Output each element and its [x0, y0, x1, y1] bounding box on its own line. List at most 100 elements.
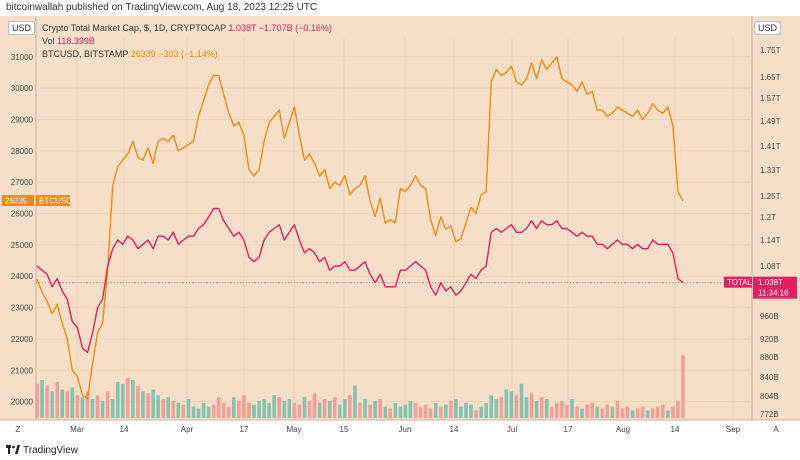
- legend-vol-name: Vol: [42, 36, 55, 46]
- btc-price-tag: 26339 BTCUSD: [2, 194, 72, 206]
- legend-total-row[interactable]: Crypto Total Market Cap, $, 1D, CRYPTOCA…: [42, 22, 332, 35]
- time-tick-label: Sep: [726, 425, 741, 434]
- volume-bar: [272, 395, 277, 418]
- volume-bar: [368, 404, 372, 418]
- volume-bar: [282, 400, 287, 418]
- volume-bar: [509, 391, 514, 418]
- volume-bar: [136, 385, 140, 418]
- volume-bar: [549, 406, 554, 418]
- volume-bar: [544, 399, 549, 418]
- volume-bar: [242, 395, 246, 418]
- volume-bar: [383, 406, 388, 418]
- volume-bar: [464, 402, 468, 418]
- right-tick-label: 1.14T: [760, 236, 781, 245]
- right-tick-label: 880B: [760, 353, 779, 362]
- volume-bar: [504, 389, 509, 418]
- plot-background: [36, 16, 752, 420]
- btc-tag-name: BTCUSD: [39, 196, 72, 205]
- volume-bar: [221, 402, 226, 418]
- volume-bar: [186, 399, 191, 418]
- volume-bar: [635, 408, 640, 418]
- volume-bar: [595, 406, 600, 418]
- tradingview-brand: TradingView: [6, 445, 78, 456]
- right-tick-label: 1.65T: [760, 73, 781, 82]
- publisher-bar: bitcoinwallah published on TradingView.c…: [0, 0, 800, 16]
- volume-bar: [403, 404, 408, 418]
- volume-bar: [666, 410, 670, 418]
- time-tick-label: 14: [120, 425, 129, 434]
- volume-bar: [35, 383, 39, 418]
- volume-bar: [317, 402, 322, 418]
- left-tick-label: 27000: [11, 178, 34, 187]
- legend-vol-row[interactable]: Vol 118.399B: [42, 35, 332, 48]
- volume-bar: [449, 400, 453, 418]
- volume-bar: [166, 397, 171, 418]
- volume-bar: [499, 397, 504, 418]
- left-currency-label[interactable]: USD: [8, 21, 36, 35]
- volume-bar: [292, 402, 297, 418]
- right-currency-label[interactable]: USD: [754, 21, 782, 35]
- volume-bar: [484, 402, 488, 418]
- volume-bar: [312, 393, 317, 418]
- volume-bar: [85, 391, 90, 418]
- volume-bar: [555, 402, 559, 418]
- volume-bar: [247, 402, 251, 418]
- volume-bar: [600, 408, 605, 418]
- volume-bar: [146, 393, 150, 418]
- left-tick-label: 30000: [11, 84, 34, 93]
- right-scale-toggle[interactable]: A: [773, 425, 779, 434]
- right-tick-label: 920B: [760, 335, 779, 344]
- price-chart[interactable]: 31000 30000 29000 28000 27000 26000 25000 24000…: [0, 16, 800, 442]
- volume-bar: [479, 406, 483, 418]
- volume-bar: [302, 397, 307, 418]
- volume-bar: [206, 406, 211, 418]
- total-tag-countdown: 11:34:16: [758, 289, 789, 298]
- volume-bar: [529, 393, 534, 418]
- volume-bar: [353, 385, 357, 418]
- volume-bar: [257, 400, 261, 418]
- legend-total-value: 1.038T −1.707B (−0.16%): [228, 23, 332, 33]
- brand-text: TradingView: [23, 445, 79, 456]
- volume-bar: [423, 404, 428, 418]
- right-tick-label: 1.49T: [760, 117, 781, 126]
- left-scale-toggle[interactable]: Z: [16, 425, 21, 434]
- total-market-cap-series-line: [36, 207, 684, 354]
- total-tag-value-box: [753, 276, 797, 299]
- volume-bar: [277, 397, 282, 418]
- volume-bar: [70, 387, 75, 418]
- volume-bar: [661, 404, 665, 418]
- volume-bar: [534, 400, 539, 418]
- volume-bar: [388, 408, 393, 418]
- right-tick-label: 1.08T: [760, 262, 781, 271]
- volume-bar: [131, 380, 135, 418]
- right-tick-label: 1.33T: [760, 166, 781, 175]
- volume-bar: [105, 391, 110, 418]
- volume-bar: [443, 404, 448, 418]
- volume-bar: [489, 395, 494, 418]
- volume-bar: [65, 391, 70, 418]
- volume-bar: [398, 406, 403, 418]
- volume-bar: [645, 410, 650, 418]
- right-tick-label: 840B: [760, 373, 779, 382]
- time-tick-label: Aug: [616, 425, 630, 434]
- volume-bar: [307, 400, 312, 418]
- volume-bar: [322, 399, 327, 418]
- volume-bar: [413, 402, 418, 418]
- volume-bar: [469, 404, 473, 418]
- time-tick-label: Apr: [181, 425, 194, 434]
- volume-bar: [650, 408, 655, 418]
- left-tick-label: 20000: [11, 398, 34, 407]
- volume-bar: [625, 406, 630, 418]
- volume-bar: [681, 355, 685, 418]
- volume-bar: [252, 404, 256, 418]
- volume-bar: [474, 410, 478, 418]
- legend-btc-value: 26339 −303 (−1.14%): [130, 49, 218, 59]
- volume-bar: [454, 399, 458, 418]
- left-tick-label: 21000: [11, 366, 34, 375]
- total-tag-value: 1.038T: [758, 278, 783, 287]
- volume-bar: [181, 404, 186, 418]
- volume-bar: [80, 397, 85, 418]
- legend-btc-row[interactable]: BTCUSD, BITSTAMP 26339 −303 (−1.14%): [42, 48, 332, 61]
- volume-bar: [110, 399, 115, 418]
